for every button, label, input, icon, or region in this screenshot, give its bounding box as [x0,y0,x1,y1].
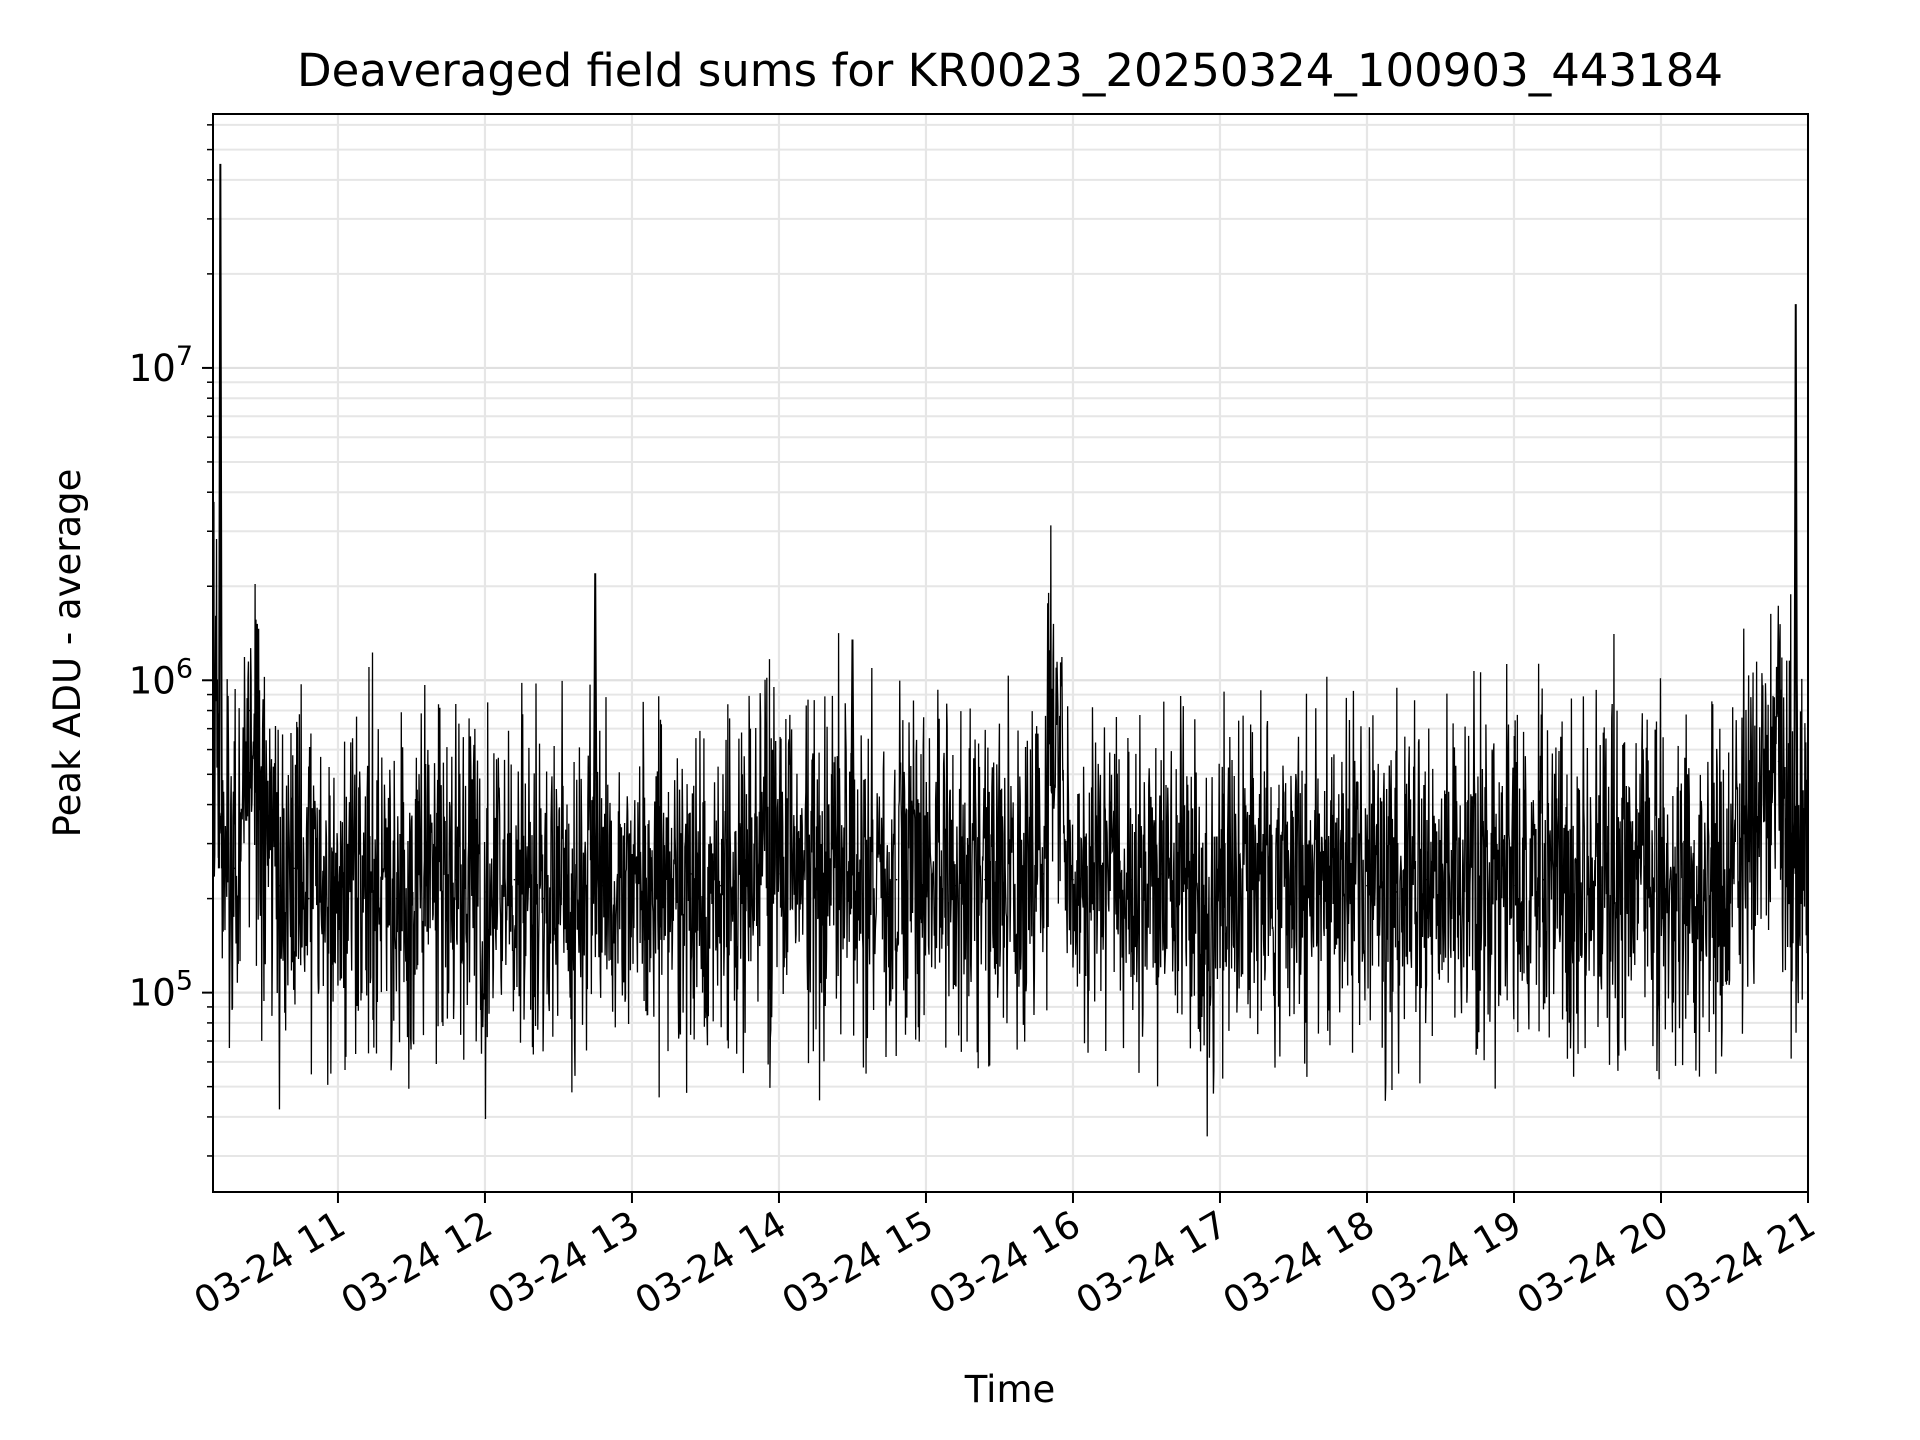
data-point [1424,878,1427,881]
spike-point [217,163,223,869]
data-point [1160,873,1162,875]
y-tick-base: 10 [129,972,176,1015]
data-point [1072,878,1074,881]
y-tick-label: 105 [129,966,193,1015]
data-point [1248,878,1251,881]
data-point [954,884,957,887]
data-point [1454,884,1456,887]
series-layer [212,163,1809,1137]
data-point [1601,884,1603,887]
data-point [1219,884,1221,887]
y-tick-label: 106 [129,653,193,702]
data-point [1130,878,1133,881]
data-point [1571,891,1574,893]
data-point [748,867,751,870]
data-point [214,693,217,696]
data-point [1206,936,1209,939]
data-point [1366,884,1368,887]
spike-point [1793,304,1799,869]
data-point [322,878,325,881]
data-point [278,884,280,887]
y-tick-base: 10 [129,659,176,702]
data-point [866,873,868,875]
y-tick-exponent: 5 [176,966,193,997]
plot-frame [212,113,1809,1193]
data-point [542,897,545,900]
data-point [1660,884,1662,887]
chart-title: Deaveraged field sums for KR0023_2025032… [297,44,1723,97]
data-point [1050,718,1052,721]
data-point [660,878,663,881]
data-point [778,873,780,875]
data-point [895,878,898,881]
data-point [307,897,310,900]
x-axis-label: Time [964,1368,1056,1411]
y-tick-label: 107 [129,341,193,390]
data-point [601,884,604,887]
data-point [425,884,427,887]
data-point [1513,884,1515,887]
data-point [248,709,251,712]
data-point [1336,878,1339,881]
data-point [925,873,927,875]
y-tick-base: 10 [129,347,176,390]
data-point [1483,873,1486,875]
data-point [983,878,986,881]
y-tick-exponent: 7 [176,341,193,372]
data-point [337,891,339,893]
data-point [719,884,721,887]
data-point [631,897,633,900]
data-point [366,873,369,875]
data-point [1013,884,1015,887]
data-point [807,878,810,881]
data-point [836,862,839,864]
data-point [1189,878,1192,881]
data-point [293,867,295,870]
data-point [572,891,574,893]
data-point [234,867,236,870]
data-point [1042,873,1045,875]
data-point [1689,891,1692,893]
data-point [1395,891,1398,893]
y-axis-label: Peak ADU - average [46,469,89,838]
data-point [689,873,692,875]
data-point [1101,884,1104,887]
data-point [395,897,398,900]
spike-point [592,573,598,869]
data-point [454,878,457,881]
data-point [513,878,516,881]
data-point [1718,912,1721,914]
data-point [1748,787,1750,790]
series-line [212,501,1809,1137]
spike-point [849,639,855,869]
data-point [484,891,486,893]
data-point [1777,760,1780,763]
data-point [1277,873,1280,875]
data-point [1630,873,1633,875]
data-point [263,842,266,845]
data-point [1542,878,1545,881]
y-tick-exponent: 6 [176,653,193,684]
data-point [1307,884,1309,887]
